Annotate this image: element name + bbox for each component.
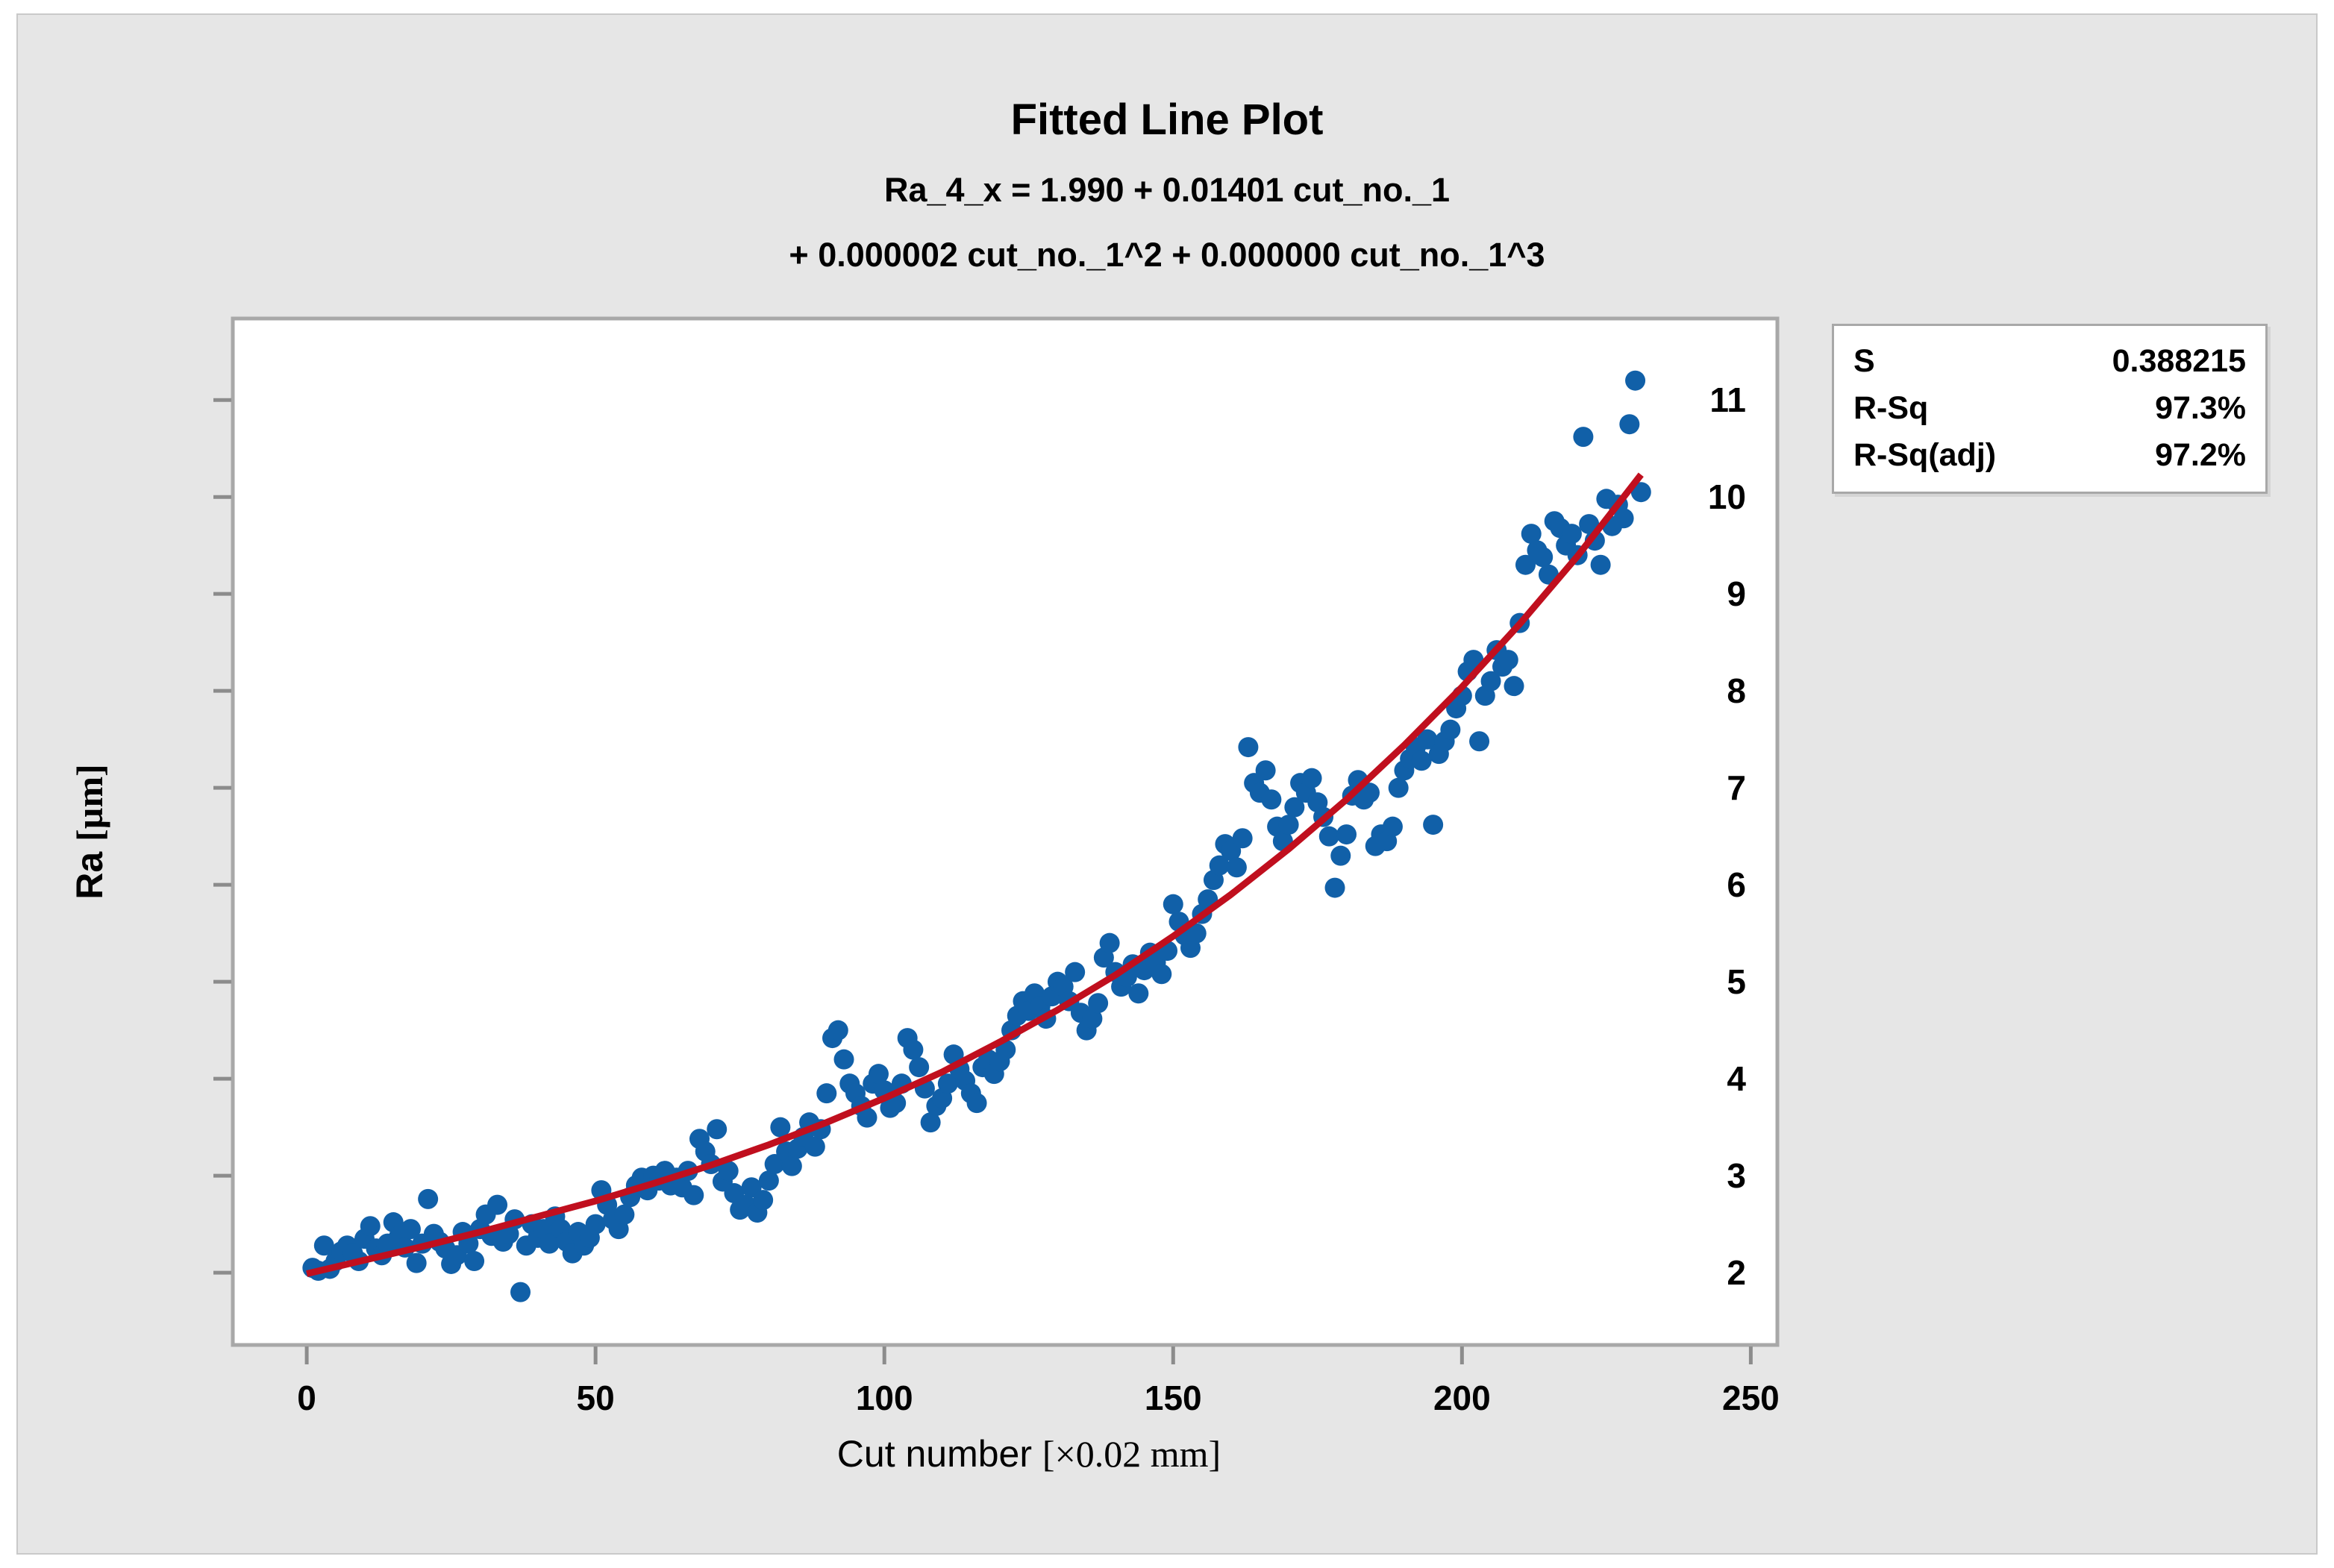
y-tick-label: 8 — [1727, 671, 1746, 711]
x-tick-label: 150 — [1144, 1379, 1202, 1417]
x-tick-label: 0 — [297, 1379, 316, 1417]
x-tick-label: 200 — [1433, 1379, 1491, 1417]
x-tick-label: 50 — [576, 1379, 615, 1417]
x-axis-title: Cut number [×0.02 mm] — [837, 1432, 1221, 1476]
plot-area: 2 3 4 5 6 7 8 9 10 11 0 50 100 150 200 250 — [213, 316, 1780, 1417]
y-axis-title-text: Ra — [69, 841, 110, 900]
model-summary-legend: S 0.388215 R-Sq 97.3% R-Sq(adj) 97.2% — [1832, 324, 2268, 494]
plot-frame — [231, 316, 1780, 1347]
fitted-line — [306, 472, 1644, 1277]
y-tick-label: 9 — [1727, 574, 1746, 614]
y-tick-label: 6 — [1727, 865, 1746, 905]
legend-label: S — [1853, 343, 1875, 379]
x-tick-label: 100 — [855, 1379, 913, 1417]
y-axis-title: Ra [µm] — [68, 764, 111, 900]
x-axis-title-text: Cut number — [836, 1433, 1042, 1475]
y-tick-label: 5 — [1727, 962, 1746, 1002]
legend-value: 97.3% — [2155, 390, 2246, 427]
y-axis-title-unit: [µm] — [69, 764, 110, 841]
chart-subtitle-line-1: Ra_4_x = 1.990 + 0.01401 cut_no._1 — [883, 171, 1451, 209]
legend-row-rsq: R-Sq 97.3% — [1853, 388, 2246, 430]
y-tick-label: 10 — [1707, 477, 1746, 517]
legend-label: R-Sq(adj) — [1853, 437, 1997, 474]
chart-subtitle-line-2: + 0.000002 cut_no._1^2 + 0.000000 cut_no… — [789, 236, 1545, 274]
legend-row-rsq-adj: R-Sq(adj) 97.2% — [1853, 435, 2246, 477]
legend-value: 97.2% — [2155, 437, 2246, 474]
y-tick-label: 3 — [1727, 1156, 1746, 1196]
chart-panel: Fitted Line Plot Ra_4_x = 1.990 + 0.0140… — [16, 13, 2318, 1555]
y-tick-label: 7 — [1727, 768, 1746, 808]
x-tick-label: 250 — [1722, 1379, 1780, 1417]
x-axis-title-unit: [×0.02 mm] — [1042, 1433, 1221, 1475]
y-tick-label: 2 — [1727, 1253, 1746, 1293]
legend-value: 0.388215 — [2112, 343, 2246, 379]
y-tick-label: 4 — [1727, 1059, 1746, 1099]
legend-row-s: S 0.388215 — [1853, 341, 2246, 383]
legend-label: R-Sq — [1853, 390, 1929, 427]
title-block: Fitted Line Plot Ra_4_x = 1.990 + 0.0140… — [18, 15, 2316, 272]
y-tick-label: 11 — [1709, 380, 1746, 420]
chart-title: Fitted Line Plot — [1010, 95, 1324, 144]
scatter-plot-canvas — [213, 316, 1780, 1364]
